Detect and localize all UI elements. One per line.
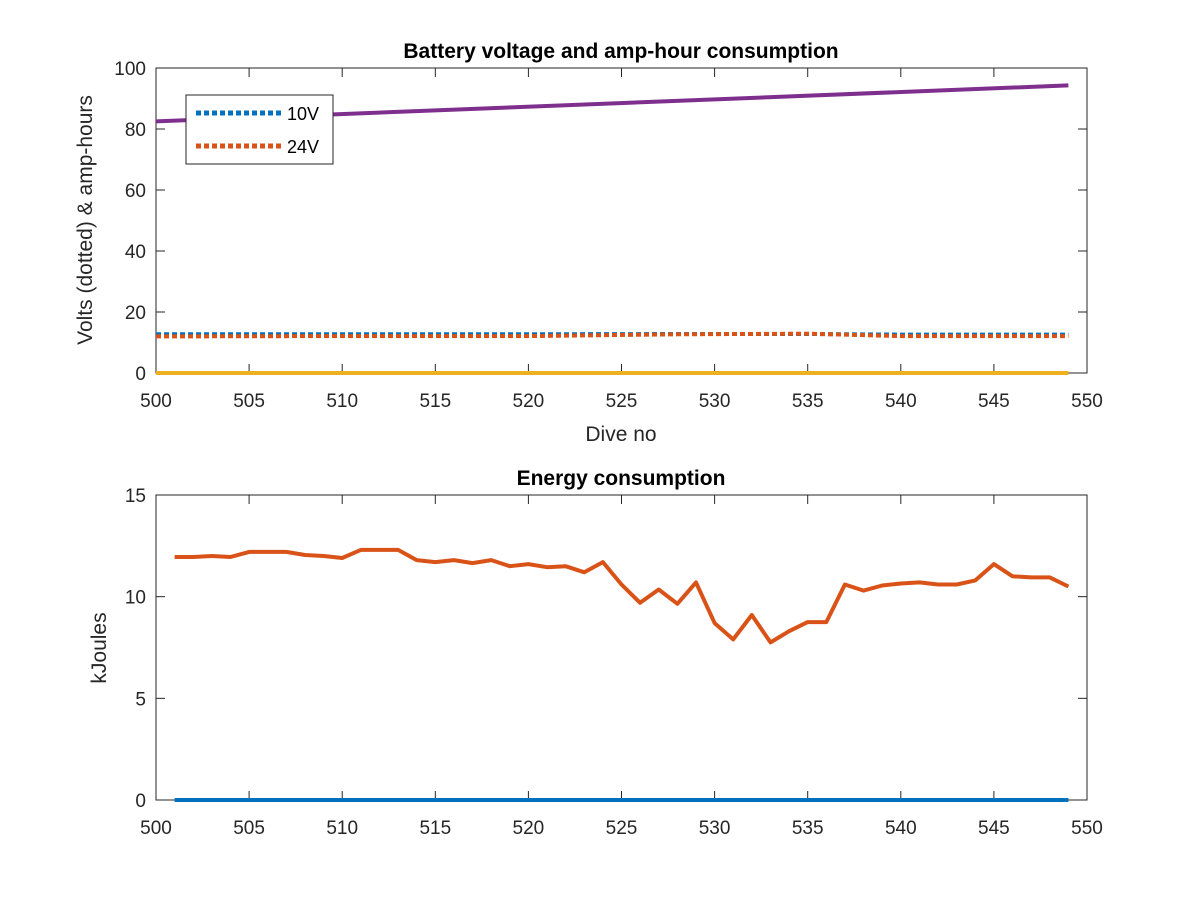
top-ticks: 500 505 510 515 520 525 530 535 540 545 550 0 20 40 60… bbox=[114, 59, 1103, 412]
bottom-x-tick-label: 550 bbox=[1071, 818, 1103, 839]
bottom-axes-box bbox=[155, 494, 1088, 801]
top-x-tick-label: 535 bbox=[792, 391, 824, 412]
bottom-y-tick-label: 0 bbox=[135, 791, 146, 812]
top-y-tick-label: 80 bbox=[125, 120, 146, 141]
top-y-tick-label: 20 bbox=[125, 303, 146, 324]
top-x-tick-label: 520 bbox=[513, 391, 545, 412]
top-y-tick-label: 0 bbox=[135, 364, 146, 385]
bottom-x-tick-label: 525 bbox=[606, 818, 638, 839]
legend-box bbox=[185, 94, 334, 165]
top-x-tick-label: 505 bbox=[233, 391, 265, 412]
bottom-y-tick-label: 5 bbox=[135, 689, 146, 710]
bottom-y-axis-label: kJoules bbox=[88, 612, 111, 683]
top-y-tick-label: 60 bbox=[125, 181, 146, 202]
bottom-y-tick-label: 15 bbox=[125, 486, 146, 507]
top-x-tick-label: 525 bbox=[606, 391, 638, 412]
bottom-x-tick-label: 535 bbox=[792, 818, 824, 839]
bottom-subplot: 500 505 510 515 520 525 530 535 540 545 550051015 … bbox=[88, 467, 1103, 839]
legend-label-10v: 10V bbox=[287, 104, 319, 124]
legend: 10V 24V bbox=[185, 94, 334, 165]
bottom-x-tick-label: 545 bbox=[978, 818, 1010, 839]
top-series-line-1 bbox=[155, 331, 1069, 339]
top-x-tick-label: 500 bbox=[140, 391, 172, 412]
top-x-tick-label: 510 bbox=[326, 391, 358, 412]
bottom-x-tick-label: 520 bbox=[513, 818, 545, 839]
top-x-tick-label: 515 bbox=[419, 391, 451, 412]
top-subplot: 500 505 510 515 520 525 530 535 540 545 550 0 20 40 60… bbox=[74, 40, 1103, 446]
bottom-x-tick-label: 530 bbox=[699, 818, 731, 839]
bottom-series bbox=[174, 547, 1070, 802]
top-y-tick-label: 40 bbox=[125, 242, 146, 263]
legend-label-24v: 24V bbox=[287, 137, 319, 157]
bottom-series-line-0 bbox=[174, 547, 1070, 645]
top-x-axis-label: Dive no bbox=[585, 423, 656, 446]
top-x-tick-label: 545 bbox=[978, 391, 1010, 412]
top-y-axis-label: Volts (dotted) & amp-hours bbox=[74, 95, 97, 345]
top-chart-title: Battery voltage and amp-hour consumption bbox=[403, 40, 838, 63]
top-y-tick-label: 100 bbox=[114, 59, 146, 80]
bottom-x-tick-label: 505 bbox=[233, 818, 265, 839]
top-x-tick-label: 540 bbox=[885, 391, 917, 412]
bottom-y-tick-label: 10 bbox=[125, 588, 146, 609]
bottom-x-tick-label: 515 bbox=[419, 818, 451, 839]
top-x-tick-label: 530 bbox=[699, 391, 731, 412]
top-x-tick-label: 550 bbox=[1071, 391, 1103, 412]
bottom-x-tick-label: 510 bbox=[326, 818, 358, 839]
bottom-x-tick-label: 540 bbox=[885, 818, 917, 839]
bottom-x-tick-label: 500 bbox=[140, 818, 172, 839]
bottom-chart-title: Energy consumption bbox=[517, 467, 726, 490]
